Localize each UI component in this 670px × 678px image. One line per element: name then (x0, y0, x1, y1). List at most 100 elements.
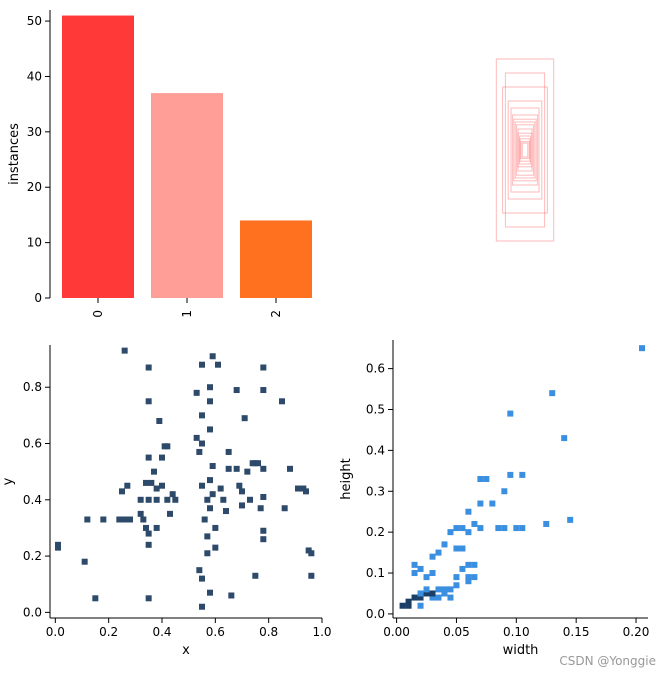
histogram-cell (429, 553, 436, 560)
bounding-box-outline (518, 135, 532, 165)
histogram-cell (159, 482, 165, 489)
histogram-cell (236, 482, 243, 489)
histogram-cell (145, 454, 152, 461)
histogram-cell (204, 550, 211, 557)
histogram-cell (287, 465, 293, 472)
histogram-cell (471, 561, 478, 568)
histogram-cell (453, 582, 460, 589)
histogram-cell (441, 590, 448, 597)
bounding-box-outline (507, 100, 543, 200)
histogram-cell (193, 434, 200, 441)
bounding-box-outline (504, 72, 546, 228)
histogram-cell (639, 345, 646, 352)
histogram-cell (465, 508, 472, 515)
histogram-cell (483, 476, 490, 482)
histogram-cell (207, 505, 213, 512)
y-tick-label: 30 (27, 125, 42, 139)
histogram-cell (441, 541, 448, 548)
histogram-cell (153, 496, 160, 503)
histogram-cell (423, 590, 430, 597)
histogram-cell (411, 570, 418, 577)
histogram-cell (257, 505, 264, 512)
histogram-cell (260, 493, 267, 500)
y-tick-label: 0.5 (366, 403, 385, 417)
y-tick-label: 0.0 (23, 605, 42, 619)
x-tick-label: 1.0 (312, 625, 331, 639)
histogram-cell (435, 549, 442, 556)
bounding-box-outline (516, 124, 534, 176)
histogram-cell (225, 465, 232, 472)
y-tick-label: 40 (27, 69, 42, 83)
histogram-cell (212, 524, 219, 531)
histogram-cell (228, 592, 235, 599)
histogram-cell (143, 524, 149, 531)
histogram-cell (477, 476, 484, 482)
histogram-cell (207, 384, 213, 391)
histogram-cell (220, 496, 227, 503)
y-tick-label: 10 (27, 236, 42, 250)
x-tick-label: 0.0 (46, 625, 65, 639)
histogram-cell (507, 471, 514, 478)
histogram-cell (495, 525, 502, 532)
histogram-cell (199, 575, 205, 582)
histogram-cell (281, 505, 288, 512)
histogram-cell (303, 488, 309, 495)
histogram-cell (84, 516, 91, 523)
histogram-cell (507, 410, 514, 417)
histogram-cell (501, 525, 508, 532)
histogram-cell (124, 482, 131, 489)
histogram-cell (145, 496, 152, 503)
histogram-cell (199, 440, 205, 447)
histogram-cell (164, 443, 171, 450)
histogram-cell (201, 516, 208, 523)
histogram-cell (223, 508, 229, 515)
histogram-cell (405, 598, 412, 605)
histogram-cell (465, 529, 472, 536)
histogram-cell (233, 387, 240, 394)
bounding-box-outline (511, 114, 539, 186)
bounding-box-outline (520, 141, 530, 159)
histogram-cell (423, 574, 430, 581)
histogram-cell (417, 602, 424, 609)
histogram-cell (417, 594, 424, 601)
histogram-cell (233, 465, 240, 472)
histogram-cell (549, 390, 556, 397)
bounding-box-outline (513, 118, 537, 182)
histogram-cell (411, 594, 418, 601)
histogram-cell (308, 550, 315, 557)
histogram-cell (308, 572, 315, 579)
bar (240, 220, 312, 298)
bounding-box-outline (495, 58, 555, 242)
histogram-cell (199, 412, 205, 419)
histogram-cell (137, 496, 144, 503)
y-tick-label: 0 (34, 291, 42, 305)
histogram-cell (100, 516, 107, 523)
y-tick-label: 0.0 (366, 607, 385, 621)
histogram-cell (145, 595, 152, 602)
x-tick-label: 2 (269, 310, 283, 318)
bounding-box-outline (514, 121, 536, 179)
histogram-cell (156, 417, 163, 424)
histogram-cell (411, 561, 418, 568)
y-tick-label: 20 (27, 180, 42, 194)
bar (151, 93, 223, 298)
histogram-cell (519, 471, 526, 478)
histogram-cell (140, 516, 147, 523)
histogram-cell (196, 448, 203, 455)
histogram-cell (465, 578, 472, 585)
histogram-cell (260, 527, 267, 534)
bounding-box-outline (519, 138, 531, 162)
y-axis-label: y (1, 477, 16, 485)
histogram-cell (164, 496, 171, 503)
x-axis-label: width (503, 643, 539, 658)
histogram-cell (453, 574, 460, 581)
width-height-histogram-chart: 0.00 0.05 0.10 0.15 0.20 0.0 0.1 0.2 0.3 0.4 0.5 0.… (339, 340, 649, 658)
histogram-cell (81, 558, 88, 565)
histogram-cell (477, 500, 484, 507)
y-tick-label: 0.4 (366, 443, 385, 457)
histogram-cell (55, 544, 61, 551)
histogram-cell (204, 496, 211, 503)
histogram-cell (459, 525, 466, 532)
histogram-cell (453, 545, 460, 552)
histogram-cell (207, 398, 213, 405)
